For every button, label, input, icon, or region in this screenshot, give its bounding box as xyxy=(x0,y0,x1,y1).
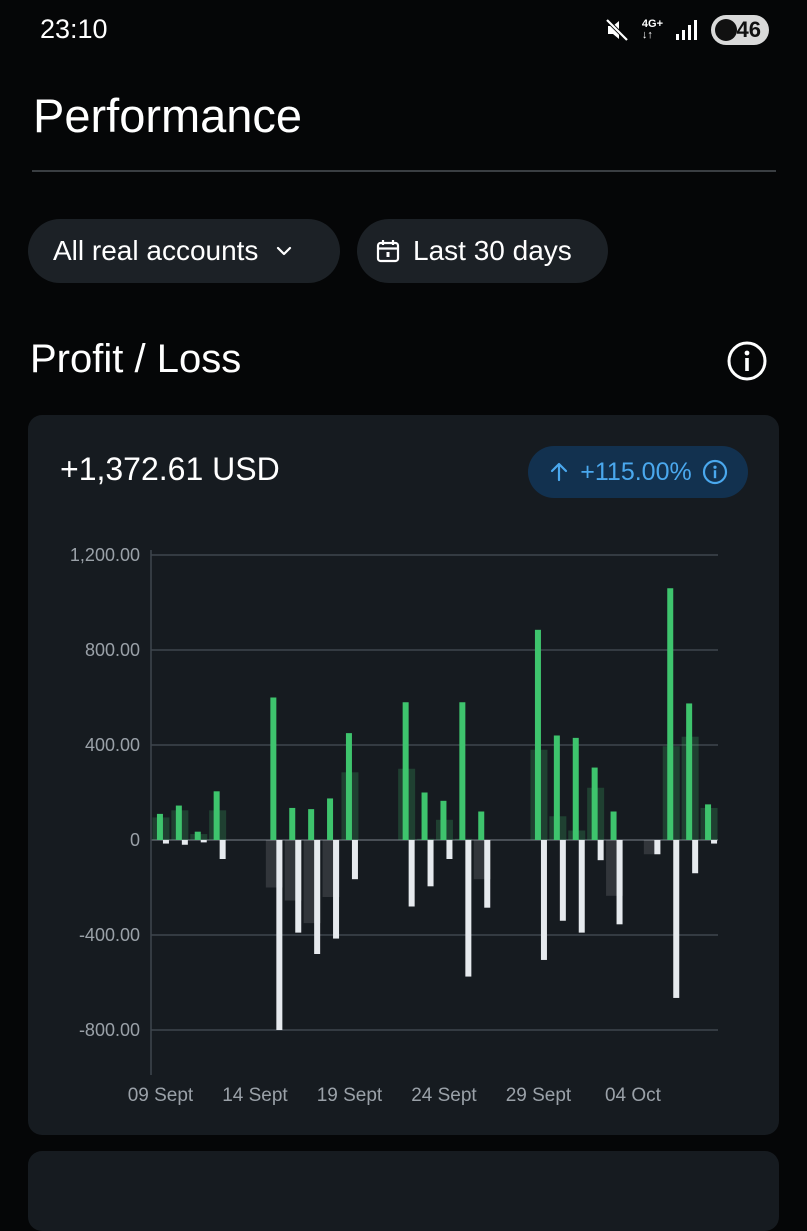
loss-bar xyxy=(276,840,283,1030)
profit-bar xyxy=(534,629,541,840)
profit-bar xyxy=(175,805,182,840)
change-percent: +115.00% xyxy=(580,457,692,486)
profit-bar xyxy=(156,813,163,840)
date-range-filter[interactable]: Last 30 days xyxy=(357,219,608,283)
x-tick-label: 19 Sept xyxy=(317,1085,383,1106)
loss-bar xyxy=(484,840,491,908)
profit-loss-chart: 1,200.00 800.00 400.00 0 -400.00 -800.00 09 Se… xyxy=(70,545,718,1106)
profit-bar xyxy=(308,809,315,840)
profit-bar xyxy=(194,831,201,840)
profit-bar xyxy=(610,811,617,840)
network-arrows-icon: ↓↑ xyxy=(641,29,653,41)
profit-bar xyxy=(572,737,579,840)
y-tick-label: 800.00 xyxy=(85,640,140,660)
loss-bar xyxy=(295,840,302,933)
profit-bar xyxy=(421,792,428,840)
y-tick-label: 1,200.00 xyxy=(70,545,140,565)
profit-bar xyxy=(459,702,466,840)
y-tick-label: 400.00 xyxy=(85,735,140,755)
loss-bar xyxy=(408,840,415,907)
loss-bar xyxy=(181,840,188,845)
x-tick-label: 24 Sept xyxy=(411,1085,477,1106)
mute-icon xyxy=(605,18,629,42)
loss-bar xyxy=(162,840,169,844)
loss-bar xyxy=(559,840,566,921)
x-tick-label: 09 Sept xyxy=(128,1085,194,1106)
status-icons: 4G+ ↓↑ 46 xyxy=(604,15,769,45)
profit-bar xyxy=(440,800,447,840)
profit-bar xyxy=(553,735,560,840)
network-type-label: 4G+ xyxy=(641,18,663,30)
page-title: Performance xyxy=(33,89,303,142)
status-time: 23:10 xyxy=(40,14,108,44)
profit-bar xyxy=(591,767,598,840)
loss-bar xyxy=(540,840,547,960)
y-tick-label: 0 xyxy=(130,830,140,850)
profit-loss-card: +1,372.61 USD +115.00% 1,200.00 800.00 400… xyxy=(28,415,779,1135)
loss-bar xyxy=(333,840,340,939)
profit-bar xyxy=(686,703,693,840)
signal-icon xyxy=(676,20,697,40)
loss-bar xyxy=(616,840,623,925)
loss-bar xyxy=(578,840,585,933)
battery-saver-icon xyxy=(715,19,737,41)
next-card xyxy=(28,1151,779,1231)
profit-bar xyxy=(289,807,296,840)
profit-bar xyxy=(270,697,277,840)
profit-bar xyxy=(478,811,485,840)
loss-bar xyxy=(673,840,680,998)
profit-bar xyxy=(667,588,674,840)
y-tick-label: -800.00 xyxy=(79,1020,140,1040)
network-type: 4G+ ↓↑ xyxy=(642,19,663,41)
accounts-filter-label: All real accounts xyxy=(53,235,259,266)
title-divider xyxy=(32,170,776,172)
loss-bar xyxy=(711,840,718,844)
info-icon[interactable] xyxy=(726,340,768,382)
profit-bar xyxy=(213,791,220,840)
info-icon xyxy=(702,459,727,485)
date-range-label: Last 30 days xyxy=(413,235,572,266)
loss-bar xyxy=(219,840,226,859)
change-badge[interactable]: +115.00% xyxy=(528,446,748,498)
x-tick-label: 04 Oct xyxy=(605,1085,662,1106)
loss-bar xyxy=(351,840,358,880)
profit-bar xyxy=(345,733,352,840)
loss-bar xyxy=(654,840,661,855)
arrow-up-icon xyxy=(551,462,568,482)
battery-level: 46 xyxy=(736,17,761,42)
loss-bar xyxy=(427,840,434,887)
loss-bar xyxy=(692,840,699,874)
loss-bar xyxy=(465,840,472,977)
status-bar: 23:10 4G+ ↓↑ 46 xyxy=(0,0,807,64)
section-title: Profit / Loss xyxy=(30,337,242,381)
profit-bar xyxy=(705,804,712,840)
x-tick-label: 29 Sept xyxy=(506,1085,572,1106)
profit-bar xyxy=(402,702,409,840)
profit-bar xyxy=(327,798,334,840)
profit-loss-total: +1,372.61 USD xyxy=(60,451,280,487)
battery-indicator: 46 xyxy=(711,15,769,45)
chevron-down-icon xyxy=(277,246,292,256)
loss-bar xyxy=(446,840,453,859)
y-tick-label: -400.00 xyxy=(79,925,140,945)
accounts-filter[interactable]: All real accounts xyxy=(28,219,340,283)
calendar-icon xyxy=(376,240,400,263)
x-tick-label: 14 Sept xyxy=(222,1085,288,1106)
loss-bar xyxy=(200,840,207,843)
loss-bar xyxy=(314,840,321,954)
loss-bar xyxy=(597,840,604,861)
